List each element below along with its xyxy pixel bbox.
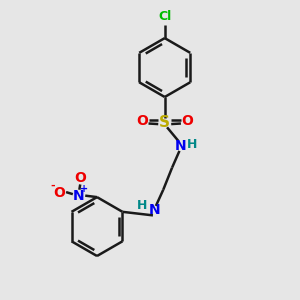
Text: O: O [54,186,65,200]
Text: N: N [175,139,187,153]
Text: S: S [159,115,170,130]
Text: H: H [187,138,197,151]
Text: Cl: Cl [158,11,171,23]
Text: N: N [73,189,85,202]
Text: +: + [80,184,88,194]
Text: O: O [137,114,148,128]
Text: N: N [148,203,160,218]
Text: H: H [137,200,147,212]
Text: O: O [74,171,86,185]
Text: -: - [51,181,56,191]
Text: O: O [181,114,193,128]
